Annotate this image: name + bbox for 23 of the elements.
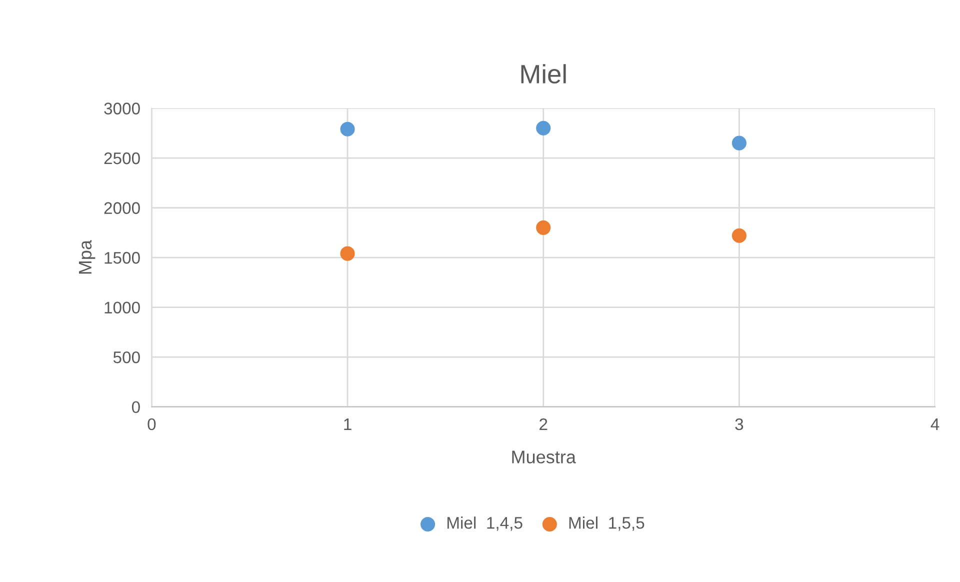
point: [732, 136, 746, 150]
y-tick-label: 1500: [104, 252, 140, 264]
point: [340, 246, 355, 261]
point: [536, 120, 551, 136]
point: [340, 122, 355, 136]
x-tick-label: 1: [344, 418, 352, 430]
y-tick-label: 0: [132, 401, 140, 414]
legend-label: Miel 1,4,5: [447, 516, 522, 531]
x-tick-label: 2: [540, 418, 548, 430]
point: [732, 228, 746, 243]
y-tick-label: 2000: [104, 202, 140, 214]
x-axis-title: Muestra: [512, 450, 576, 464]
y-tick-label: 1000: [104, 302, 140, 314]
y-tick-label: 2500: [104, 152, 140, 164]
x-tick-label: 4: [930, 418, 940, 430]
y-tick-label: 500: [113, 351, 140, 364]
chart-title: Miel: [521, 64, 566, 84]
x-tick-label: 0: [148, 418, 156, 430]
point: [536, 220, 551, 235]
legend-label: Miel 1,5,5: [569, 516, 644, 531]
y-axis-title: Mpa: [78, 240, 96, 274]
x-tick-label: 3: [735, 418, 744, 430]
y-tick-label: 3000: [104, 102, 140, 114]
